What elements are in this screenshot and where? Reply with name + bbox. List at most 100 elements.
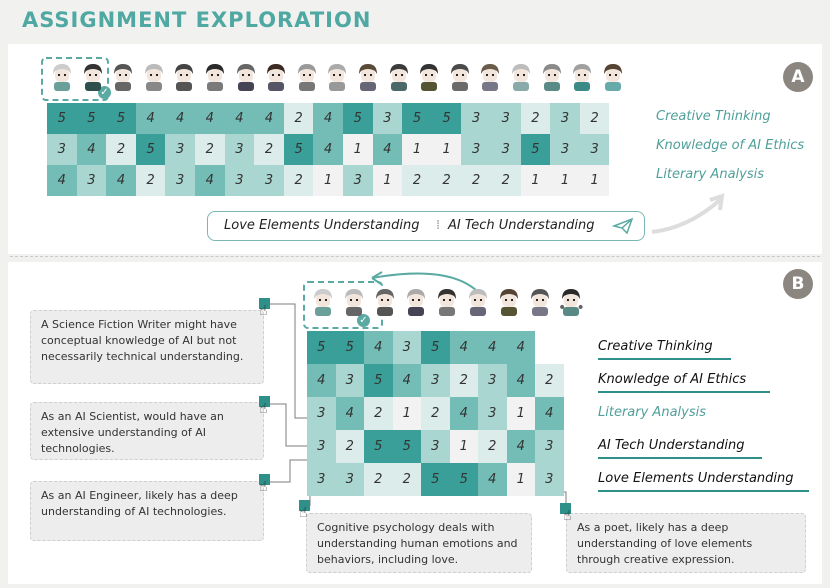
character-avatar[interactable] [569, 62, 595, 92]
tag-separator: ⁞ [436, 218, 441, 233]
character-avatar[interactable] [341, 287, 367, 317]
character-avatar[interactable] [294, 62, 320, 92]
matrix-a-cell: 1 [520, 165, 551, 196]
note-ai-engineer: As an AI Engineer, likely has a deep und… [30, 481, 264, 541]
matrix-b-cell: 4 [535, 397, 564, 430]
matrix-b-cell: 3 [335, 463, 364, 496]
character-avatar[interactable] [171, 62, 197, 92]
matrix-b-cell: 3 [307, 463, 336, 496]
panel-a-badge: A [783, 62, 813, 92]
character-avatar[interactable] [386, 62, 412, 92]
matrix-a-cell: 3 [343, 165, 373, 196]
matrix-b-cell: 5 [364, 430, 393, 463]
character-avatar[interactable] [600, 62, 626, 92]
section-divider [10, 256, 820, 257]
matrix-a-cell: 2 [491, 165, 521, 196]
matrix-a-cell: 3 [76, 165, 107, 196]
character-avatar[interactable] [403, 287, 429, 317]
panel-b-row-label: Creative Thinking [598, 339, 713, 354]
paper-plane-icon[interactable] [612, 217, 634, 235]
character-avatar[interactable] [508, 62, 534, 92]
matrix-a-cell: 1 [402, 134, 432, 165]
panel-a-row-label: Knowledge of AI Ethics [656, 138, 805, 153]
matrix-b-cell: 2 [478, 430, 507, 463]
matrix-a-cell: 3 [47, 134, 77, 165]
matrix-b-cell: 2 [364, 397, 393, 430]
note-ai-scientist: As an AI Scientist, would have an extens… [30, 402, 264, 460]
matrix-b-cell: 5 [364, 364, 393, 397]
character-avatar[interactable] [49, 62, 75, 92]
matrix-b-cell: 1 [449, 430, 478, 463]
matrix-a-cell: 2 [461, 165, 491, 196]
character-avatar[interactable] [372, 287, 398, 317]
panel-a-row-label: Creative Thinking [656, 109, 771, 124]
matrix-a-cell: 2 [402, 165, 432, 196]
character-avatar[interactable] [496, 287, 522, 317]
matrix-a-cell: 2 [579, 103, 610, 134]
matrix-b-cell: 2 [421, 397, 450, 430]
matrix-a-cell: 5 [402, 103, 432, 134]
panel-a-row-label: Literary Analysis [656, 167, 764, 182]
note-marker[interactable] [259, 474, 270, 485]
matrix-a-cell: 2 [520, 103, 551, 134]
matrix-b-cell: 3 [307, 397, 336, 430]
character-avatar[interactable] [233, 62, 259, 92]
character-avatar[interactable] [558, 287, 584, 317]
note-marker[interactable] [259, 298, 270, 309]
matrix-a-cell: 2 [283, 165, 314, 196]
matrix-a-cell: 4 [76, 134, 107, 165]
character-avatar[interactable] [310, 287, 336, 317]
character-avatar[interactable] [477, 62, 503, 92]
matrix-b-cell: 4 [449, 397, 478, 430]
character-avatar[interactable] [539, 62, 565, 92]
character-avatar[interactable] [447, 62, 473, 92]
criteria-input[interactable]: Love Elements Understanding ⁞ AI Tech Un… [207, 211, 645, 241]
matrix-b-cell: 4 [478, 331, 507, 364]
character-avatar[interactable] [434, 287, 460, 317]
matrix-a-cell: 4 [195, 103, 225, 134]
character-avatar[interactable] [110, 62, 136, 92]
hand-cursor-icon: ☝ [259, 401, 268, 417]
panel-b-row-label: Love Elements Understanding [598, 471, 794, 486]
matrix-b-cell: 3 [335, 364, 364, 397]
tag-love-elements[interactable]: Love Elements Understanding [224, 218, 420, 233]
flow-arrow [651, 193, 725, 234]
panel-b-row-label: Knowledge of AI Ethics [598, 372, 747, 387]
matrix-a-cell: 4 [224, 103, 255, 134]
note-cognitive-psychology: Cognitive psychology deals with understa… [306, 513, 532, 573]
matrix-a-cell: 5 [283, 134, 314, 165]
note-marker[interactable] [299, 500, 310, 511]
matrix-a-cell: 1 [579, 165, 610, 196]
tag-ai-tech[interactable]: AI Tech Understanding [448, 218, 595, 233]
page-title: ASSIGNMENT EXPLORATION [22, 8, 372, 32]
check-icon-b: ✓ [357, 314, 370, 327]
character-avatar[interactable] [202, 62, 228, 92]
matrix-a-cell: 3 [224, 165, 255, 196]
panel-b-row-underline [598, 457, 762, 459]
character-avatar[interactable] [465, 287, 491, 317]
matrix-a-cell: 3 [550, 134, 580, 165]
matrix-a-cell: 1 [372, 165, 403, 196]
matrix-a-cell: 3 [491, 103, 521, 134]
matrix-b-cell: 2 [364, 463, 393, 496]
character-avatar[interactable] [80, 62, 106, 92]
matrix-b-cell: 2 [449, 364, 478, 397]
matrix-a-cell: 3 [461, 134, 491, 165]
character-avatar[interactable] [355, 62, 381, 92]
matrix-b-cell: 2 [335, 430, 364, 463]
character-avatar[interactable] [141, 62, 167, 92]
note-marker[interactable] [259, 396, 270, 407]
matrix-b-cell: 5 [421, 463, 450, 496]
character-avatar[interactable] [416, 62, 442, 92]
matrix-a-cell: 2 [195, 134, 225, 165]
character-avatar[interactable] [263, 62, 289, 92]
matrix-a-cell: 5 [47, 103, 77, 134]
character-avatar[interactable] [527, 287, 553, 317]
panel-b-row-underline [598, 391, 770, 393]
matrix-a-cell: 5 [431, 103, 462, 134]
character-avatar[interactable] [324, 62, 350, 92]
note-marker[interactable] [560, 503, 571, 514]
matrix-b-cell: 4 [506, 430, 535, 463]
panel-b-row-underline [598, 490, 809, 492]
matrix-a-cell: 4 [135, 103, 166, 134]
